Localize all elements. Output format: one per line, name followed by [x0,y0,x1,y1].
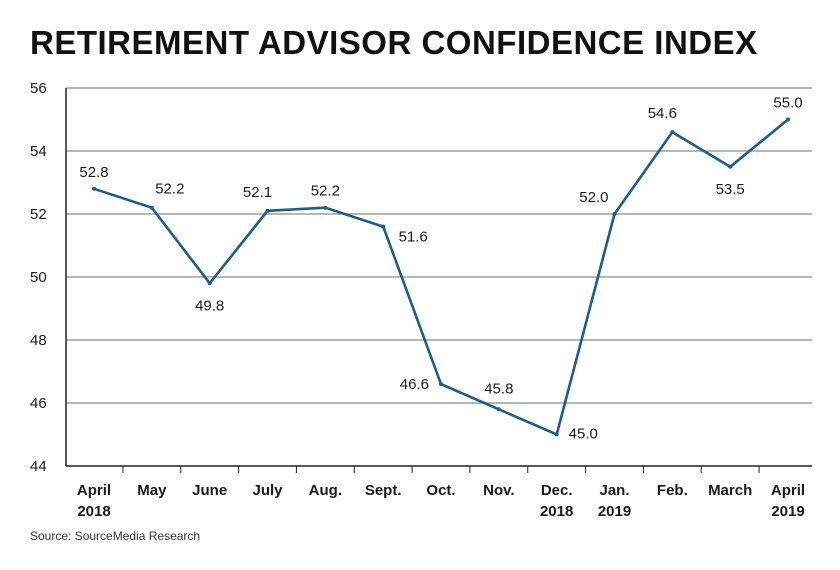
x-tick-label: 2019 [598,503,631,520]
x-tick-label: Sept. [365,482,402,499]
data-point [612,212,617,216]
y-tick-label: 52 [30,206,47,223]
data-label: 46.6 [400,376,429,393]
series [92,117,790,437]
data-point [439,382,443,387]
data-label: 53.5 [716,181,745,198]
data-point [207,281,212,286]
x-tick-label: Feb. [657,482,688,499]
x-tick-label: Dec. [541,482,573,499]
y-tick-label: 50 [30,269,47,286]
x-tick-label: Oct. [426,482,455,499]
y-axis-tick-labels: 44 46 48 50 52 54 56 [30,80,47,475]
y-tick-label: 44 [30,458,47,475]
data-label: 55.0 [773,95,802,112]
data-point [381,224,386,229]
data-point [265,208,270,213]
x-tick-label: 2018 [77,503,110,520]
source-note: Source: SourceMedia Research [30,529,201,543]
data-point [728,164,733,169]
data-labels: 52.8 52.2 49.8 52.1 52.2 51.6 46.6 45.8 45.0 52.0… [79,95,802,443]
y-tick-label: 56 [30,80,47,97]
x-tick-label: July [252,482,283,499]
data-label: 52.2 [311,183,340,200]
x-tick-label: April [771,482,805,499]
x-tick-label: Nov. [483,482,514,499]
data-point [149,205,154,210]
x-axis-tick-labels: April 2018 May June July Aug. Sept. Oct. Nov. Dec… [77,482,805,520]
data-label: 52.8 [79,164,108,181]
data-point [496,407,501,412]
x-tick-label: 2019 [771,503,804,520]
x-tick-label: Aug. [309,482,342,499]
data-label: 54.6 [648,105,677,122]
data-label: 51.6 [399,229,428,246]
y-tick-label: 54 [30,143,47,160]
axes [65,88,812,473]
x-tick-label: Jan. [599,482,629,499]
data-point [323,205,328,210]
x-tick-label: 2018 [540,503,573,520]
x-tick-label: June [192,482,227,499]
data-label: 52.1 [243,184,272,201]
chart-title: RETIREMENT ADVISOR CONFIDENCE INDEX [30,24,758,61]
x-tick-label: May [137,482,167,499]
data-point [786,117,790,122]
gridlines [66,87,812,404]
data-label: 45.8 [484,380,513,397]
data-label: 45.0 [569,426,598,443]
y-tick-label: 46 [30,395,47,412]
data-point [554,432,559,437]
y-tick-label: 48 [30,332,47,349]
data-label: 52.0 [579,189,608,206]
data-label: 52.2 [155,181,184,198]
data-point [92,186,96,191]
x-tick-label: March [708,482,752,499]
data-point [670,130,675,135]
x-tick-label: April [77,482,111,499]
data-label: 49.8 [195,297,224,314]
